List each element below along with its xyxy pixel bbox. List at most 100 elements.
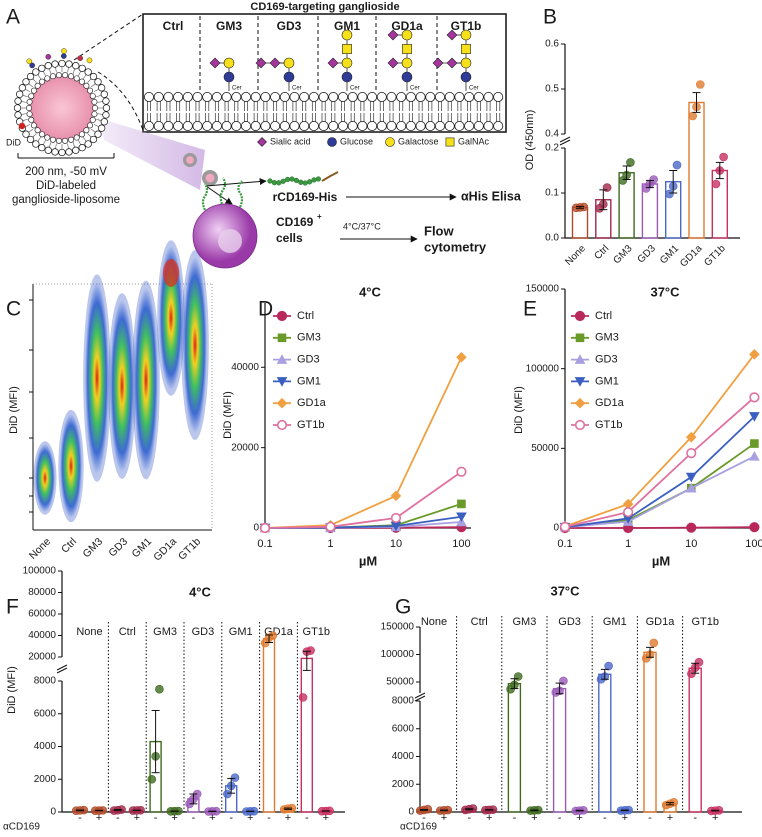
liposome-core	[30, 76, 94, 140]
nucleus	[218, 229, 242, 253]
liposome-tail	[96, 118, 102, 121]
lipid-head	[415, 121, 426, 132]
density-cloud	[85, 282, 109, 474]
x-tick-label: GD1a	[151, 535, 179, 563]
lipid-head	[279, 121, 290, 132]
liposome-head	[83, 127, 90, 134]
liposome-head	[72, 146, 80, 154]
marker	[456, 351, 467, 363]
ceramide-label: Cer	[350, 86, 360, 92]
glucose	[327, 137, 337, 147]
series-line	[264, 356, 463, 529]
lipid-head	[493, 121, 504, 132]
liposome-head	[62, 72, 69, 79]
liposome-tail	[93, 89, 99, 92]
condition-label: +	[486, 812, 492, 824]
chart-title: 37°C	[550, 583, 580, 598]
x-tick-label: None	[563, 243, 588, 268]
liposome-tail	[32, 133, 37, 138]
liposome-head	[44, 62, 52, 70]
y-tick-label: 0.5	[545, 84, 559, 95]
series-line	[564, 442, 755, 529]
legend-label: GM1	[297, 375, 321, 387]
legend-label: GD1a	[297, 397, 327, 409]
bar	[300, 657, 313, 813]
protein-domain	[298, 179, 304, 185]
series-line	[564, 455, 755, 529]
liposome-head	[18, 84, 27, 92]
marker	[574, 354, 586, 364]
lipid-head	[357, 121, 368, 132]
liposome-head	[58, 59, 66, 68]
density-cloud	[60, 414, 82, 518]
y-tick-label: 50000	[386, 677, 414, 688]
lipid-head	[231, 92, 242, 103]
liposome-head	[34, 127, 41, 134]
lipid-head	[493, 92, 504, 103]
y-tick-label: 100000	[23, 566, 57, 577]
glucose	[283, 71, 295, 83]
liposome-head	[55, 72, 62, 79]
liposome-head	[94, 130, 102, 138]
glucose	[460, 71, 472, 83]
liposome-head	[28, 93, 35, 100]
group-label: GM1	[603, 616, 627, 628]
marker	[686, 448, 697, 459]
column-label: GM3	[216, 19, 242, 33]
protein-domain	[267, 178, 273, 184]
liposome-head	[38, 64, 46, 73]
y-tick-label: 6000	[34, 708, 57, 719]
liposome-head	[28, 116, 35, 123]
liposome-head	[97, 124, 106, 132]
liposome-head	[49, 73, 56, 80]
liposome-tail	[28, 83, 34, 88]
density-cloud	[134, 288, 158, 472]
x-tick-label: GT1b	[702, 243, 728, 269]
protein-domain	[285, 176, 291, 183]
chart-title: 4°C	[189, 584, 211, 599]
beam	[98, 118, 205, 190]
flow-label: cytometry	[424, 239, 487, 254]
ceramide-label: Cer	[232, 86, 242, 92]
lipid-head	[386, 121, 397, 132]
data-point	[719, 152, 728, 162]
lipid-head	[153, 92, 164, 103]
marker	[750, 439, 759, 448]
lipid-head	[308, 92, 319, 103]
data-point	[687, 669, 696, 679]
column-label: GT1b	[451, 19, 482, 33]
y-tick-label: 2000	[392, 779, 415, 790]
small-liposome-core	[186, 156, 194, 164]
liposome-head	[84, 68, 92, 76]
liposome-tail	[97, 101, 103, 103]
data-point	[649, 175, 659, 184]
x-tick-label: GM1	[130, 535, 155, 560]
sialic-acid	[387, 57, 399, 69]
lipid-head	[211, 92, 222, 103]
lipid-head	[202, 121, 213, 132]
sialic-acid	[269, 57, 281, 69]
y-tick-label: 100000	[526, 363, 560, 374]
lipid-head	[444, 121, 455, 132]
lipid-head	[473, 121, 484, 132]
liposome-head	[102, 104, 111, 112]
condition-axis-label: αCD169	[400, 822, 437, 832]
marker	[276, 397, 288, 409]
lipid-head	[270, 121, 281, 132]
condition-label: -	[154, 812, 158, 824]
liposome-head	[102, 97, 110, 105]
condition-label: -	[603, 812, 607, 824]
x-tick-label: 0.1	[257, 538, 272, 550]
glucose	[223, 71, 235, 83]
liposome-head	[22, 130, 30, 138]
liposome-head	[68, 73, 75, 80]
marker	[685, 482, 697, 493]
x-axis-label: µM	[652, 553, 670, 568]
lipid-head	[434, 92, 445, 103]
data-point	[672, 160, 682, 170]
marker	[749, 412, 760, 422]
lipid-head	[318, 92, 329, 103]
lipid-head	[299, 92, 310, 103]
lipid-head	[270, 92, 281, 103]
